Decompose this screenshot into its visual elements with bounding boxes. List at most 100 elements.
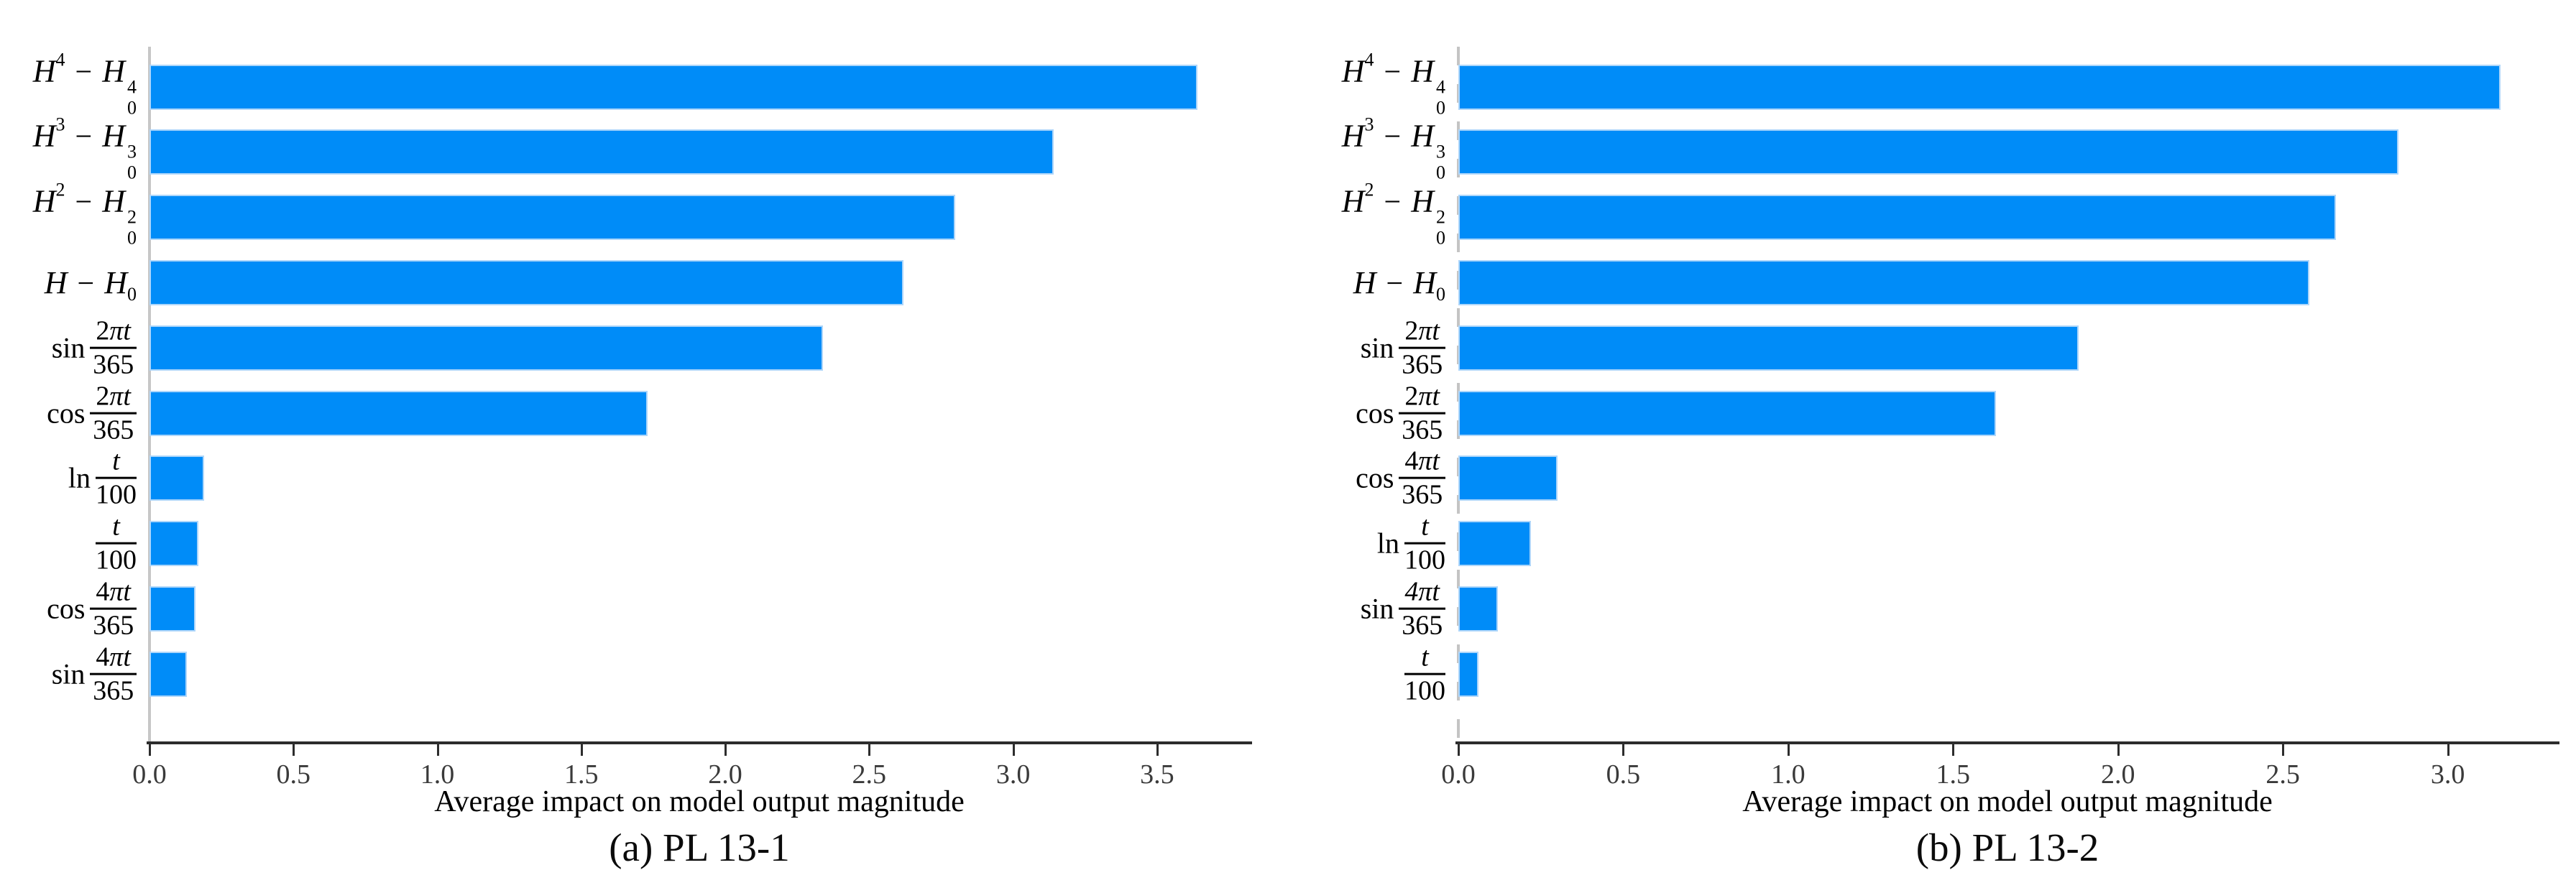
x-axis-line xyxy=(147,741,1252,744)
math-variable: H4 xyxy=(1341,49,1374,89)
math-fraction-label: t 100 xyxy=(96,510,137,577)
minus-operator: − xyxy=(1384,185,1402,219)
y-category-label: H2− H 2 0 xyxy=(32,179,137,249)
fraction: 4πt 365 xyxy=(1399,575,1445,642)
bar xyxy=(150,455,204,501)
math-variable: H4 xyxy=(32,49,65,89)
math-expression: H − H0 xyxy=(44,264,137,305)
y-category-label: ln t 100 xyxy=(1377,510,1445,577)
minus-operator: − xyxy=(75,120,93,154)
x-tick-label: 1.0 xyxy=(420,759,455,790)
bar xyxy=(1458,129,2398,175)
y-category-label: cos 2πt 365 xyxy=(47,380,137,447)
math-fraction-label: cos 4πt 365 xyxy=(47,575,137,642)
bar xyxy=(1458,586,1498,632)
x-tick-mark xyxy=(2117,744,2120,756)
y-category-label: H3− H 3 0 xyxy=(1341,114,1445,184)
math-fraction-label: sin 4πt 365 xyxy=(52,641,137,708)
fraction: 2πt 365 xyxy=(90,315,137,381)
math-variable: H3 xyxy=(1341,114,1374,154)
math-fraction-label: sin 4πt 365 xyxy=(1361,575,1445,642)
minus-operator: − xyxy=(1384,55,1402,89)
y-category-label: cos 4πt 365 xyxy=(1356,445,1445,512)
x-tick-label: 1.5 xyxy=(1936,759,1971,790)
math-variable: H2 xyxy=(32,179,65,219)
math-expression: H − H0 xyxy=(1353,264,1445,303)
bar xyxy=(1458,325,2079,371)
math-expression: H4− H 4 0 xyxy=(1341,49,1445,119)
y-category-label: H4− H 4 0 xyxy=(32,49,137,119)
minus-operator: − xyxy=(75,55,93,89)
math-fraction-label: cos 2πt 365 xyxy=(47,380,137,447)
math-variable: H0 xyxy=(104,264,137,305)
math-expression: H4− H 4 0 xyxy=(32,49,137,119)
x-tick-label: 3.0 xyxy=(2430,759,2465,790)
x-tick-mark xyxy=(293,744,295,756)
math-variable: H2 xyxy=(1341,179,1374,219)
function-name: cos xyxy=(47,397,86,430)
x-tick-label: 0.5 xyxy=(1606,759,1641,790)
fraction: 4πt 365 xyxy=(90,575,137,642)
chart-panel-b: Average impact on model output magnitude… xyxy=(1288,0,2576,888)
function-name: ln xyxy=(1376,527,1399,560)
x-tick-mark xyxy=(2282,744,2285,756)
function-name: cos xyxy=(1356,397,1394,430)
x-tick-label: 0.5 xyxy=(276,759,311,790)
x-tick-mark xyxy=(1012,744,1015,756)
x-tick-label: 0.0 xyxy=(132,759,167,790)
math-variable: H3 xyxy=(32,114,65,154)
fraction: t 100 xyxy=(1404,642,1445,706)
y-category-label: sin 4πt 365 xyxy=(52,641,137,708)
x-tick-label: 1.0 xyxy=(1771,759,1806,790)
bar xyxy=(150,586,196,632)
math-variable: H xyxy=(1353,264,1376,300)
x-tick-label: 2.0 xyxy=(2100,759,2135,790)
math-fraction-label: ln t 100 xyxy=(68,445,137,512)
function-name: ln xyxy=(68,462,91,494)
y-category-label: sin 2πt 365 xyxy=(1361,315,1445,381)
x-axis-line xyxy=(1455,741,2559,744)
x-tick-label: 3.0 xyxy=(995,759,1031,790)
fraction: t 100 xyxy=(1404,511,1445,575)
y-category-label: H3− H 3 0 xyxy=(32,114,137,184)
subplot-caption: (b) PL 13-2 xyxy=(1915,825,2099,869)
minus-operator: − xyxy=(1386,267,1404,300)
fraction: t 100 xyxy=(96,511,137,575)
math-variable: H xyxy=(44,264,68,300)
fraction: 2πt 365 xyxy=(1399,315,1445,381)
math-fraction-label: cos 2πt 365 xyxy=(1356,380,1445,447)
y-category-label: sin 2πt 365 xyxy=(52,315,137,381)
bar xyxy=(1458,521,1531,566)
y-category-label: sin 4πt 365 xyxy=(1361,575,1445,642)
y-category-label: t 100 xyxy=(96,510,137,577)
math-expression: H3− H 3 0 xyxy=(1341,114,1445,184)
x-tick-label: 2.5 xyxy=(2266,759,2300,790)
function-name: cos xyxy=(47,593,86,625)
y-category-label: ln t 100 xyxy=(68,445,137,512)
fraction: 2πt 365 xyxy=(1399,380,1445,447)
chart-panel-a: Average impact on model output magnitude… xyxy=(32,47,1252,869)
math-fraction-label: cos 4πt 365 xyxy=(1356,445,1445,512)
bar xyxy=(150,391,648,436)
bar xyxy=(1458,455,1558,501)
bar xyxy=(150,129,1054,175)
bar xyxy=(1458,652,1478,697)
x-axis-title: Average impact on model output magnitude xyxy=(1742,785,2273,818)
fraction: 4πt 365 xyxy=(90,641,137,708)
math-fraction-label: t 100 xyxy=(1404,641,1445,708)
x-tick-mark xyxy=(724,744,727,756)
function-name: sin xyxy=(1360,332,1394,364)
minus-operator: − xyxy=(1384,120,1402,154)
function-name: sin xyxy=(1360,593,1394,625)
x-tick-mark xyxy=(868,744,871,756)
x-axis-title: Average impact on model output magnitude xyxy=(434,785,965,818)
bar xyxy=(1458,391,1996,436)
